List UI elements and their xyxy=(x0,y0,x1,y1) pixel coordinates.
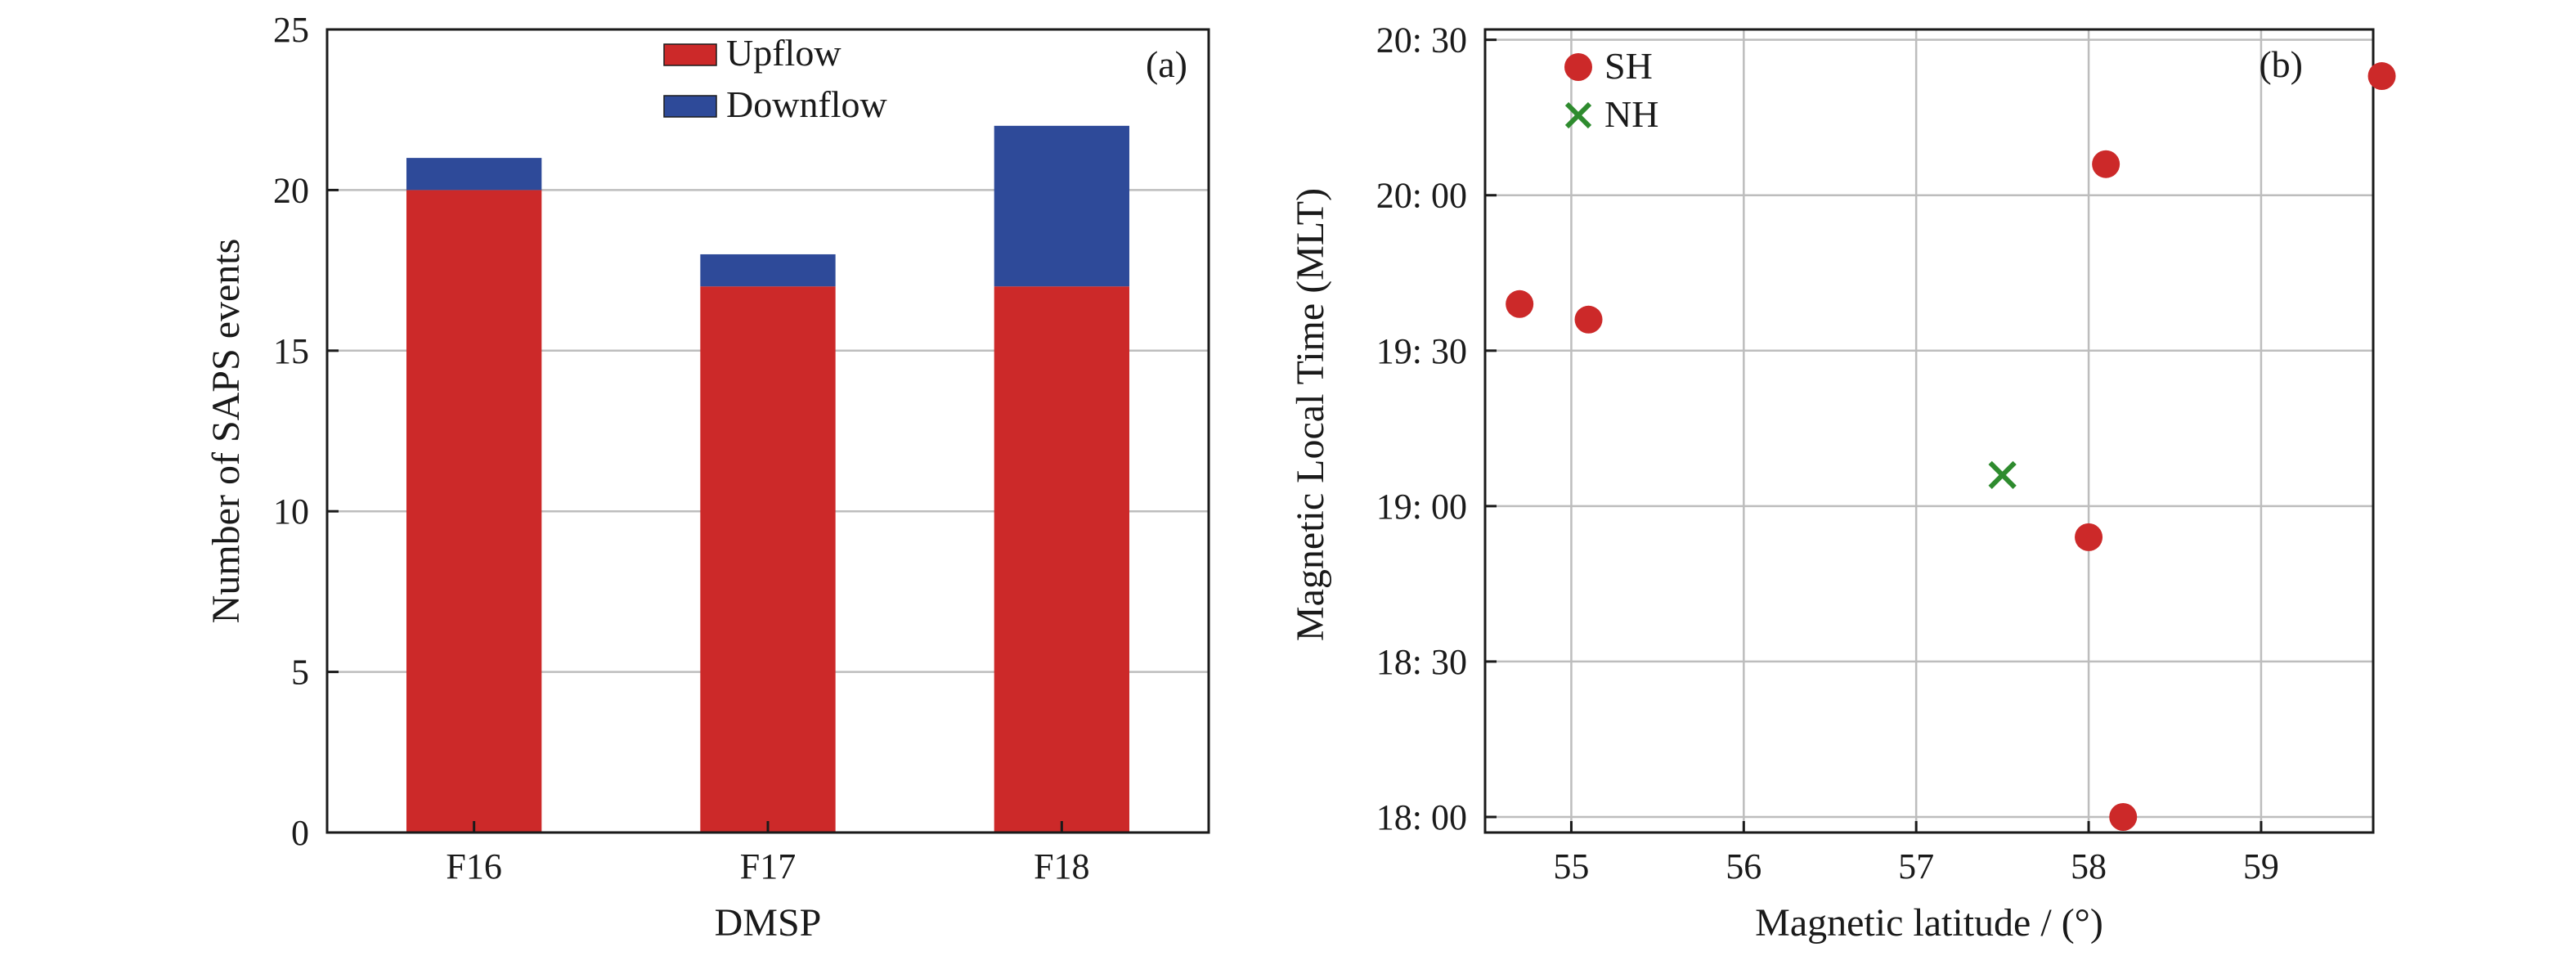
scatter-point-sh-5 xyxy=(2075,523,2103,551)
scatter-chart-y-axis-title: Magnetic Local Time (MLT) xyxy=(1289,188,1332,641)
bar-chart-y-ticks: 0 5 10 15 20 25 xyxy=(273,10,339,853)
scatter-chart-y-tick-label-19-00: 19: 00 xyxy=(1376,487,1467,527)
scatter-chart-y-tick-label-19-30: 19: 30 xyxy=(1376,331,1467,371)
scatter-point-nh-1 xyxy=(1988,460,2017,489)
scatter-point-sh-4 xyxy=(2367,62,2396,91)
scatter-chart-x-tick-label-55: 55 xyxy=(1553,846,1589,886)
bar-chart-y-tick-label-25: 25 xyxy=(273,10,309,50)
bar-chart-y-axis-title: Number of SAPS events xyxy=(204,239,248,624)
legend-marker-sh xyxy=(1564,53,1592,81)
scatter-point-sh-6 xyxy=(2109,802,2138,831)
bar-downflow-f18 xyxy=(994,125,1129,287)
legend-marker-nh xyxy=(1564,101,1592,129)
scatter-chart-y-tick-label-20-30: 20: 30 xyxy=(1376,20,1467,61)
scatter-point-sh-1 xyxy=(1506,289,1534,318)
bar-chart-y-tick-label-15: 15 xyxy=(273,331,309,371)
bar-chart-y-tick-label-10: 10 xyxy=(273,491,309,532)
legend-swatch-downflow xyxy=(663,95,717,118)
bar-chart-x-axis-title: DMSP xyxy=(715,901,822,945)
bar-chart-bars xyxy=(406,125,1129,833)
scatter-point-sh-3 xyxy=(2092,150,2120,178)
bar-upflow-f17 xyxy=(700,286,836,833)
scatter-chart-frame xyxy=(1483,28,2375,834)
scatter-chart-x-axis-title: Magnetic latitude / (°) xyxy=(1755,901,2103,945)
scatter-chart-y-tick-label-18-30: 18: 30 xyxy=(1376,642,1467,682)
scatter-chart-panel-tag: (b) xyxy=(2259,43,2303,85)
bar-chart-panel-tag: (a) xyxy=(1146,43,1187,85)
bar-chart-panel-a: 0 5 10 15 20 25 F16 F17 F18 Number of SAPS even… xyxy=(204,10,1210,945)
scatter-point-sh-2 xyxy=(1574,305,1603,334)
bar-chart-x-tick-label-f17: F17 xyxy=(740,846,796,886)
bar-chart-y-tick-label-20: 20 xyxy=(273,170,309,210)
scatter-chart-y-tick-label-18-00: 18: 00 xyxy=(1376,797,1467,837)
bar-chart-x-tick-label-f18: F18 xyxy=(1034,846,1089,886)
bar-upflow-f16 xyxy=(406,190,542,833)
legend-label-nh: NH xyxy=(1604,93,1658,135)
scatter-chart-x-tick-label-56: 56 xyxy=(1726,846,1761,886)
scatter-chart-y-ticks: 18: 00 18: 30 19: 00 19: 30 20: 00 20: 30 xyxy=(1376,20,1497,837)
bar-downflow-f16 xyxy=(406,158,542,191)
bar-chart-y-tick-label-5: 5 xyxy=(291,653,309,693)
bar-chart-y-tick-label-0: 0 xyxy=(291,813,309,853)
legend-label-sh: SH xyxy=(1604,45,1653,87)
scatter-chart-x-tick-label-57: 57 xyxy=(1898,846,1934,886)
legend-label-downflow: Downflow xyxy=(726,83,888,125)
bar-chart-x-ticks: F16 F17 F18 xyxy=(446,821,1090,886)
scatter-chart-gridlines xyxy=(1485,29,2373,833)
legend-label-upflow: Upflow xyxy=(726,32,841,74)
bar-downflow-f17 xyxy=(700,254,836,287)
scatter-chart-x-ticks: 55 56 57 58 59 xyxy=(1553,821,2279,886)
legend-swatch-upflow xyxy=(663,43,717,66)
bar-chart-legend: Upflow Downflow xyxy=(663,32,888,125)
bar-chart-x-tick-label-f16: F16 xyxy=(446,846,501,886)
scatter-chart-legend: SH NH xyxy=(1564,45,1658,135)
bar-upflow-f18 xyxy=(994,286,1129,833)
scatter-chart-points xyxy=(1506,62,2396,831)
scatter-chart-x-tick-label-58: 58 xyxy=(2071,846,2107,886)
scatter-chart-x-tick-label-59: 59 xyxy=(2243,846,2279,886)
scatter-chart-y-tick-label-20-00: 20: 00 xyxy=(1376,176,1467,216)
